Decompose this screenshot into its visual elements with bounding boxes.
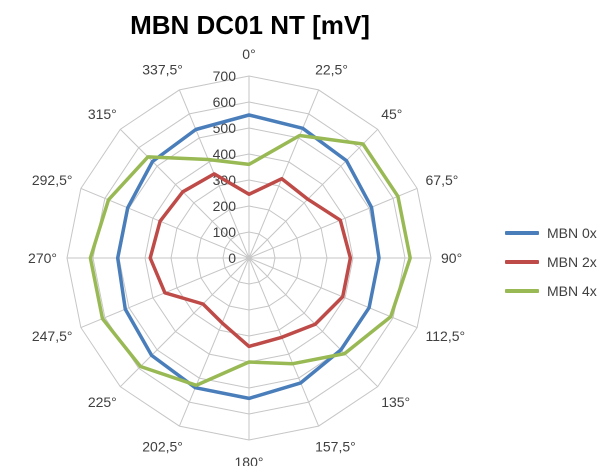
series-line-mbn-4x [88,133,412,388]
angle-label: 45° [381,106,402,122]
legend-swatch [505,230,539,235]
angle-label: 270° [28,250,57,266]
legend: MBN 0x MBN 2x MBN 4x [505,218,597,305]
series-line-mbn-0x [115,113,381,401]
legend-label: MBN 4x [547,282,597,299]
angle-label: 90° [441,250,462,266]
radial-tick-label: 400 [213,146,237,162]
angle-label: 67,5° [426,172,459,188]
radial-tick-label: 200 [213,198,237,214]
legend-swatch [505,259,539,264]
angle-label: 22,5° [315,62,348,78]
legend-label: MBN 0x [547,224,597,241]
angle-label: 112,5° [426,328,466,344]
angle-label: 225° [88,394,117,410]
grid-spoke-6 [248,257,379,388]
grid-spoke-7 [248,257,320,427]
angle-label: 247,5° [32,328,73,344]
grid-spoke-3 [248,187,418,259]
angle-label: 0° [242,46,255,62]
angle-label: 337,5° [142,62,183,78]
legend-label: MBN 2x [547,253,597,270]
legend-item: MBN 0x [505,218,597,247]
angle-label: 315° [88,106,117,122]
angle-label: 180° [235,454,264,466]
radial-tick-label: 700 [213,68,237,84]
series-line-mbn-2x [148,172,353,349]
legend-item: MBN 2x [505,247,597,276]
radial-tick-label: 100 [213,224,237,240]
grid-spoke-14 [119,128,250,259]
legend-item: MBN 4x [505,276,597,305]
legend-swatch [505,288,539,293]
chart-title: MBN DC01 NT [mV] [130,10,370,40]
angle-label: 202,5° [142,439,183,455]
angle-label: 157,5° [315,439,356,455]
radial-tick-label: 0 [228,250,236,266]
grid-spoke-2 [248,128,379,259]
angle-label: 292,5° [32,172,73,188]
grid-spoke-9 [178,257,250,427]
radial-tick-label: 600 [213,94,237,110]
angle-label: 135° [381,394,410,410]
grid-spoke-1 [248,89,320,259]
radar-grid [66,75,432,441]
